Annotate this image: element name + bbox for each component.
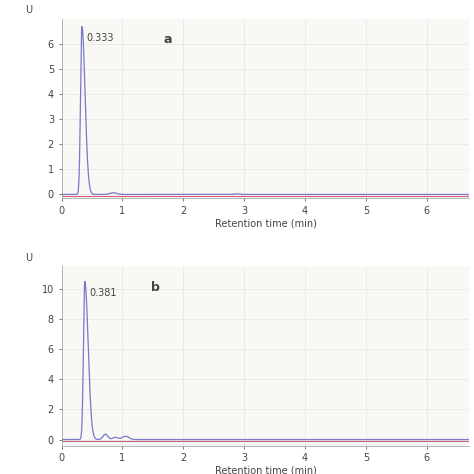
X-axis label: Retention time (min): Retention time (min) xyxy=(215,466,316,474)
Text: U: U xyxy=(25,5,32,15)
X-axis label: Retention time (min): Retention time (min) xyxy=(215,219,316,228)
Text: a: a xyxy=(164,33,172,46)
Text: b: b xyxy=(151,281,160,294)
Text: 0.333: 0.333 xyxy=(87,33,114,43)
Text: 0.381: 0.381 xyxy=(90,288,117,298)
Text: U: U xyxy=(25,253,32,263)
